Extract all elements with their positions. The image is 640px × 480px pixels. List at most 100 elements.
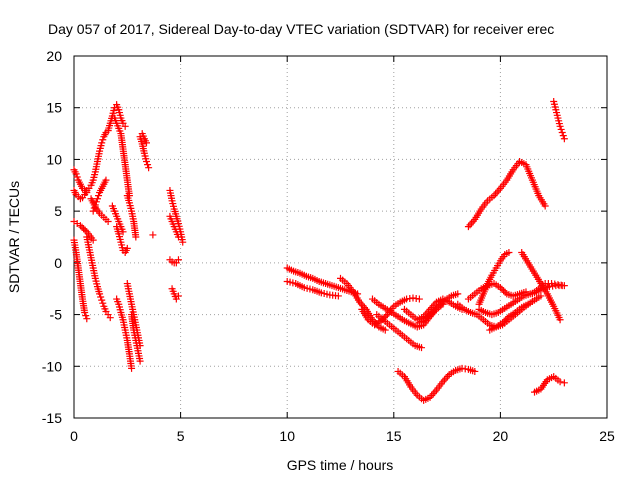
y-tick-label: 10: [46, 151, 62, 167]
data-point-interp: [431, 305, 439, 313]
data-point-interp: [423, 313, 431, 321]
series-arc-14: [123, 192, 140, 241]
y-tick-label: 5: [54, 203, 62, 219]
data-point: [96, 290, 104, 298]
data-point: [418, 344, 426, 352]
data-point: [471, 367, 479, 375]
data-point: [142, 139, 150, 147]
data-point: [541, 202, 549, 210]
data-point: [123, 244, 131, 252]
data-point-interp: [436, 301, 444, 309]
series-arc-31: [415, 290, 462, 327]
axis-ticks: [73, 55, 608, 419]
y-axis-label: SDTVAR / TECUs: [6, 181, 22, 293]
data-point: [72, 170, 80, 178]
series-arc-13: [113, 295, 136, 372]
data-point-interp: [438, 299, 446, 307]
data-point: [422, 315, 430, 323]
series-arc-16: [128, 311, 144, 365]
grid-lines: [74, 56, 607, 418]
data-point-interp: [144, 161, 152, 169]
data-point: [179, 238, 187, 246]
data-point: [132, 233, 140, 241]
data-point-interp: [81, 226, 89, 234]
data-point: [145, 164, 153, 172]
data-point: [334, 292, 342, 300]
data-point-interp: [78, 223, 86, 231]
data-point: [93, 195, 101, 203]
series-arc-25: [283, 277, 342, 300]
series-arc-06: [83, 233, 114, 322]
y-tick-labels: -15 -10 -5 0 5 10 15 20: [42, 48, 62, 426]
data-point-interp: [99, 136, 107, 144]
series-arc-11: [108, 202, 127, 236]
data-point: [499, 319, 507, 327]
series-arc-22: [166, 256, 182, 267]
data-point: [560, 282, 568, 290]
data-point-interp: [500, 287, 508, 295]
series-arc-18: [138, 130, 150, 147]
data-point: [556, 316, 564, 324]
data-point-interp: [501, 288, 509, 296]
data-marks: [70, 98, 568, 404]
data-point: [106, 314, 114, 322]
series-arc-40: [464, 157, 549, 231]
data-point: [428, 309, 436, 317]
y-tick-label: 20: [46, 48, 62, 64]
data-point: [381, 326, 389, 334]
data-point: [136, 357, 144, 365]
y-tick-label: -10: [42, 358, 62, 374]
data-point: [149, 231, 157, 239]
series-arc-29: [373, 311, 426, 352]
series-arc-37: [518, 249, 564, 324]
data-point-interp: [97, 293, 105, 301]
data-point: [174, 233, 182, 241]
x-tick-label: 5: [177, 428, 185, 444]
x-tick-labels: 0 5 10 15 20 25: [70, 428, 615, 444]
data-point: [121, 122, 129, 130]
x-axis-label: GPS time / hours: [287, 457, 394, 473]
data-point: [415, 295, 423, 303]
data-point: [98, 139, 106, 147]
data-point: [98, 296, 106, 304]
data-point: [454, 290, 462, 298]
data-point: [558, 129, 566, 137]
data-point-interp: [82, 312, 90, 320]
data-point-interp: [425, 312, 433, 320]
data-point: [104, 217, 112, 225]
data-point: [435, 302, 443, 310]
series-arc-39: [550, 98, 568, 143]
series-arc-38: [528, 280, 568, 298]
data-point: [89, 236, 97, 244]
data-point: [80, 225, 88, 233]
data-point: [174, 292, 182, 300]
data-point: [560, 135, 568, 143]
series-arc-04: [70, 236, 91, 323]
data-point: [102, 176, 110, 184]
data-point: [83, 315, 91, 323]
data-point: [496, 284, 504, 292]
data-point: [505, 249, 513, 257]
data-point: [537, 292, 545, 300]
series-arc-41: [394, 364, 479, 404]
data-point-interp: [73, 173, 81, 181]
data-point-interp: [503, 314, 511, 322]
series-arc-12: [113, 223, 131, 257]
series-arc-20: [166, 186, 187, 246]
y-tick-label: -5: [50, 307, 63, 323]
data-point-interp: [500, 317, 508, 325]
data-point: [524, 300, 532, 308]
data-point: [560, 379, 568, 387]
data-point-interp: [439, 298, 447, 306]
x-tick-label: 20: [493, 428, 509, 444]
x-tick-label: 10: [279, 428, 295, 444]
data-point-interp: [502, 316, 510, 324]
data-point-interp: [99, 299, 107, 307]
series-arc-36: [475, 249, 513, 308]
series-arc-19: [149, 231, 157, 239]
data-point: [556, 122, 564, 130]
data-point-interp: [95, 192, 103, 200]
data-point-interp: [498, 285, 506, 293]
